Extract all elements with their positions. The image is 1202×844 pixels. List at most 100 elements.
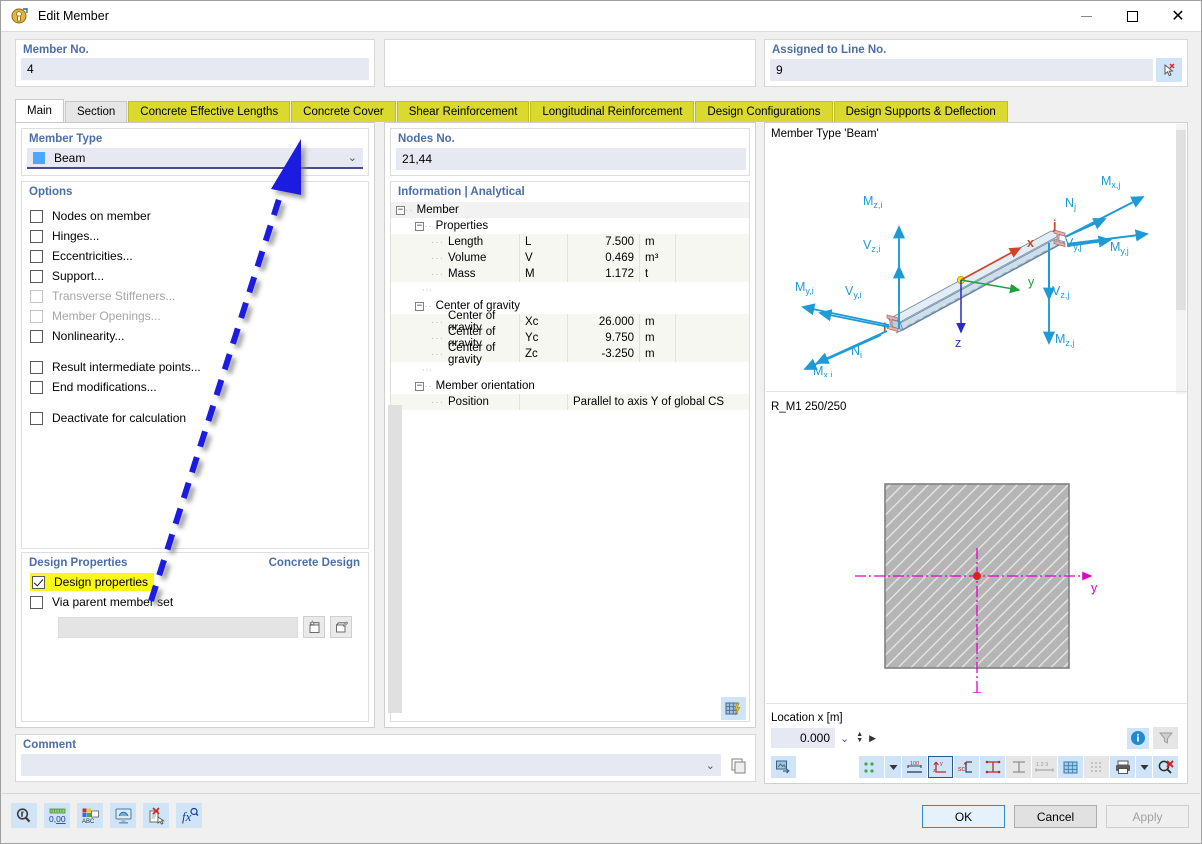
tree-row-length[interactable]: ··· Length L 7.500 m [391,234,749,250]
tree-node-member[interactable]: − ·· Member [391,202,749,218]
svg-text:z: z [933,768,936,774]
tree-row-mass[interactable]: ··· Mass M 1.172 t [391,266,749,282]
display-properties-icon[interactable]: ABC [77,803,103,828]
option-nodes-on-member[interactable]: Nodes on member [22,206,368,226]
shear-center-icon[interactable]: sc [954,756,979,778]
option-nonlinearity[interactable]: Nonlinearity... [22,326,368,346]
numbering-icon[interactable]: 1 2 3 [1032,756,1057,778]
tree-row-cog-y[interactable]: ··· Center of gravity Yc 9.750 m [391,326,749,350]
tree-row-volume[interactable]: ··· Volume V 0.469 m³ [391,250,749,266]
copy-icon[interactable] [726,753,750,777]
maximize-button[interactable] [1109,1,1155,31]
minimize-button[interactable] [1063,1,1109,31]
checkbox[interactable] [32,575,45,589]
member-type-dropdown[interactable]: Beam ⌄ [27,148,363,169]
checkbox[interactable] [30,411,43,425]
checkbox[interactable] [30,209,43,223]
grid-icon[interactable] [1058,756,1083,778]
middle-panel-scrollbar[interactable] [388,405,402,713]
pick-line-icon[interactable] [1156,58,1182,82]
row-unit: m [639,330,675,346]
cancel-button[interactable]: Cancel [1014,805,1097,828]
spinner-arrows[interactable]: ▲ ▼ [856,731,864,744]
location-x-input[interactable]: 0.000 [771,728,835,748]
comment-input[interactable]: ⌄ [21,754,721,776]
centroid-point [973,572,981,580]
stress-points-icon[interactable] [980,756,1005,778]
print-caret-icon[interactable] [1136,756,1152,778]
tab-design-configurations[interactable]: Design Configurations [695,101,833,122]
tab-main[interactable]: Main [15,99,64,122]
information-tree: − ·· Member − ·· Properties ··· Length L [391,202,749,410]
dropdown-caret-icon[interactable] [885,756,901,778]
zoom-reset-icon[interactable] [1153,756,1178,778]
info-icon[interactable] [1127,727,1149,749]
close-button[interactable]: ✕ [1155,1,1201,31]
ok-button[interactable]: OK [922,805,1005,828]
play-icon[interactable]: ▶ [869,732,877,743]
dimensions-icon[interactable]: 100 [902,756,927,778]
option-result-intermediate-points[interactable]: Result intermediate points... [22,357,368,377]
member-type-label: Member Type [29,133,103,145]
design-properties-group: Design Properties Concrete Design Design… [21,552,369,722]
title-bar: Edit Member ✕ [1,1,1201,32]
tab-design-supports-deflection[interactable]: Design Supports & Deflection [833,101,1008,122]
tab-concrete-cover[interactable]: Concrete Cover [291,101,396,122]
points-icon[interactable] [859,756,884,778]
row-value: 1.172 [567,266,639,282]
decimal-places-icon[interactable]: 0,00 [44,803,70,828]
nodes-no-label: Nodes No. [398,133,455,145]
nodes-no-input[interactable]: 21,44 [396,148,746,170]
export-image-icon[interactable] [771,756,796,778]
tree-node-properties[interactable]: − ·· Properties [415,220,489,232]
option-label: Transverse Stiffeners... [52,289,176,303]
chevron-down-icon[interactable]: ⌄ [840,732,850,745]
checkbox[interactable] [30,269,43,283]
table-lightning-icon[interactable] [721,697,746,720]
tree-row-position[interactable]: ··· Position Parallel to axis Y of global… [391,394,749,410]
dotted-grid-icon[interactable] [1084,756,1109,778]
tree-node-center-of-gravity[interactable]: − ·· Center of gravity [415,300,521,312]
tree-row-cog-z[interactable]: ··· Center of gravity Zc -3.250 m [391,342,749,366]
diagram-scrollbar[interactable] [1176,124,1186,394]
force-label-nj: Nj [1065,196,1076,212]
formula-icon[interactable]: fx [176,803,202,828]
collapse-icon[interactable]: − [396,204,405,215]
nodes-no-group: Nodes No. 21,44 [390,128,750,176]
collapse-icon[interactable]: − [415,300,424,311]
option-support[interactable]: Support... [22,266,368,286]
tab-shear-reinforcement[interactable]: Shear Reinforcement [396,101,530,122]
checkbox[interactable] [30,360,43,374]
chevron-down-icon[interactable]: ⌄ [705,759,715,772]
assigned-line-input[interactable]: 9 [770,59,1153,81]
new-member-set-icon[interactable] [303,616,325,638]
tree-node-member-orientation[interactable]: − ·· Member orientation [415,380,535,392]
magnifier-icon[interactable] [11,803,37,828]
option-deactivate-for-calculation[interactable]: Deactivate for calculation [22,408,368,428]
option-eccentricities[interactable]: Eccentricities... [22,246,368,266]
tab-longitudinal-reinforcement[interactable]: Longitudinal Reinforcement [530,101,695,122]
delete-document-icon[interactable] [143,803,169,828]
member-no-input[interactable]: 4 [21,58,369,80]
collapse-icon[interactable]: − [415,220,424,231]
design-properties-checkbox-row[interactable]: Design properties [22,572,368,592]
parent-member-set-input[interactable] [58,616,298,638]
collapse-icon[interactable]: − [415,380,424,391]
view-icon[interactable] [110,803,136,828]
section-parts-icon[interactable] [1006,756,1031,778]
row-value: 26.000 [567,314,639,330]
row-symbol: V [519,250,567,266]
checkbox[interactable] [30,595,43,609]
checkbox[interactable] [30,249,43,263]
print-icon[interactable] [1110,756,1135,778]
option-end-modifications[interactable]: End modifications... [22,377,368,397]
tab-section[interactable]: Section [64,101,128,122]
checkbox[interactable] [30,229,43,243]
checkbox[interactable] [30,329,43,343]
via-parent-member-set-row[interactable]: Via parent member set [22,592,368,612]
edit-member-set-icon[interactable] [330,616,352,638]
tab-concrete-effective-lengths[interactable]: Concrete Effective Lengths [128,101,291,122]
checkbox[interactable] [30,380,43,394]
option-hinges[interactable]: Hinges... [22,226,368,246]
